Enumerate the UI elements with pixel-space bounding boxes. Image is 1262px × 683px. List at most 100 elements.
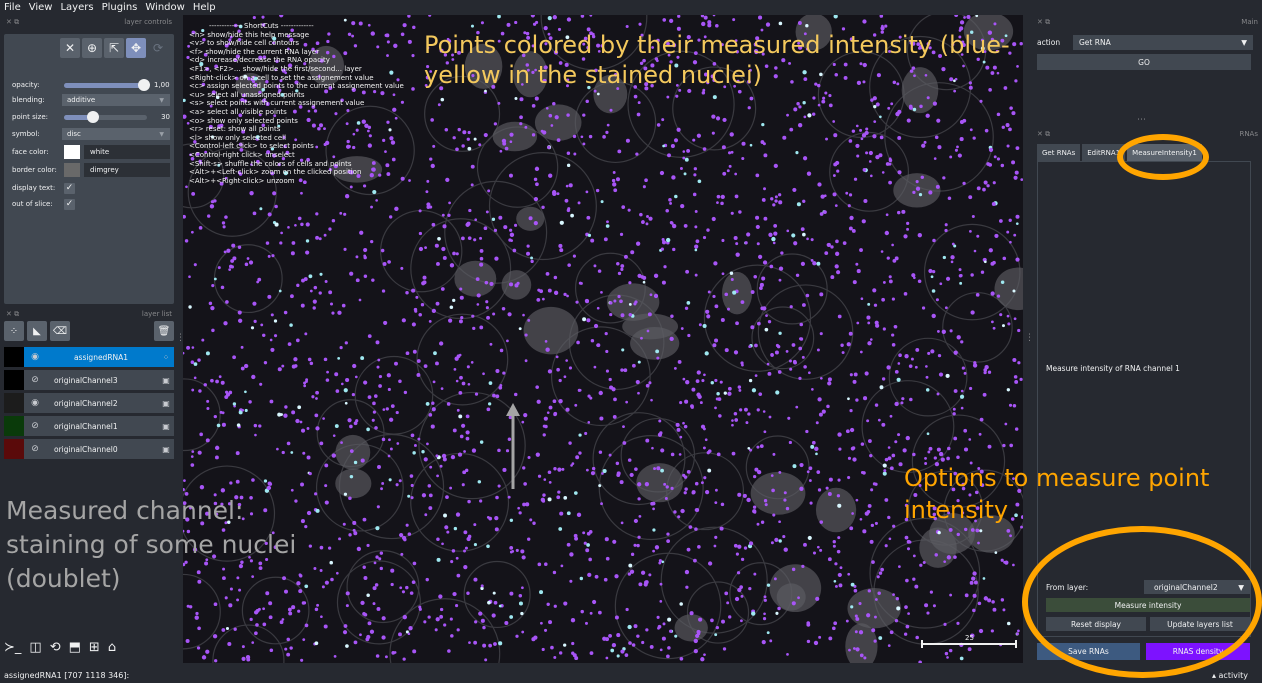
trash-icon[interactable]: 🗑 bbox=[154, 321, 174, 341]
rna-point bbox=[680, 327, 684, 330]
transpose-icon[interactable]: ⬒ bbox=[68, 640, 81, 655]
image-canvas[interactable]: ------------- ShortCuts ------------- <h… bbox=[183, 15, 1023, 663]
main-widget-title: Main bbox=[1241, 18, 1258, 26]
menu-layers[interactable]: Layers bbox=[60, 2, 94, 13]
opacity-slider-handle[interactable] bbox=[138, 78, 150, 91]
layer-row-assignedRNA1[interactable]: ◉ assignedRNA1 ⁘ bbox=[4, 347, 174, 367]
menu-file[interactable]: File bbox=[4, 2, 21, 13]
action-select[interactable]: Get RNA ▼ bbox=[1073, 35, 1253, 50]
ndisplay-icon[interactable]: ◫ bbox=[29, 640, 42, 655]
rna-point bbox=[703, 15, 708, 20]
rna-point bbox=[183, 98, 186, 103]
rna-point bbox=[753, 49, 759, 54]
rna-point bbox=[630, 250, 635, 255]
opacity-slider[interactable] bbox=[64, 78, 150, 91]
layer-row-originalChannel2[interactable]: ◉ originalChannel2 ▣ bbox=[4, 393, 174, 413]
roll-icon[interactable]: ⟲ bbox=[49, 640, 61, 655]
dock-controls-icon[interactable]: ✕ ⧉ bbox=[1037, 129, 1051, 138]
dock-controls-icon[interactable]: ✕ ⧉ bbox=[6, 309, 20, 318]
dock-resize-handle[interactable]: ⋮ bbox=[1025, 333, 1034, 343]
cell-contour bbox=[187, 147, 277, 237]
layer-row-originalChannel1[interactable]: ⊘ originalChannel1 ▣ bbox=[4, 416, 174, 436]
dock-controls-icon[interactable]: ✕ ⧉ bbox=[1037, 17, 1051, 26]
delete-points-icon[interactable]: ✕ bbox=[60, 38, 80, 58]
dock-resize-handle[interactable]: ⋮ bbox=[176, 333, 185, 343]
add-points-icon[interactable]: ⊕ bbox=[82, 38, 102, 58]
layer-row-originalChannel3[interactable]: ⊘ originalChannel3 ▣ bbox=[4, 370, 174, 390]
rna-point bbox=[522, 502, 526, 507]
border-color-swatch[interactable] bbox=[64, 163, 80, 177]
rna-point bbox=[535, 20, 539, 24]
rna-point bbox=[418, 312, 422, 317]
rna-point bbox=[386, 172, 391, 176]
menu-view[interactable]: View bbox=[28, 2, 53, 13]
new-labels-layer-icon[interactable]: ⌫ bbox=[50, 321, 70, 341]
layer-row-originalChannel0[interactable]: ⊘ originalChannel0 ▣ bbox=[4, 439, 174, 459]
menu-window[interactable]: Window bbox=[145, 2, 185, 13]
console-icon[interactable]: ≻_ bbox=[4, 640, 22, 655]
rna-point bbox=[239, 495, 244, 500]
rna-point bbox=[645, 628, 649, 632]
rna-point bbox=[276, 84, 281, 89]
rna-point bbox=[356, 174, 361, 179]
rna-point bbox=[272, 36, 277, 41]
eye-icon[interactable]: ◉ bbox=[31, 352, 39, 362]
new-shapes-layer-icon[interactable]: ◣ bbox=[27, 321, 47, 341]
cell-contour bbox=[424, 75, 501, 152]
eye-icon[interactable]: ◉ bbox=[31, 398, 39, 408]
new-points-layer-icon[interactable]: ⁘ bbox=[4, 321, 24, 341]
face-color-field[interactable]: white bbox=[84, 145, 170, 159]
point-size-slider[interactable] bbox=[63, 110, 148, 123]
rna-point bbox=[514, 20, 518, 25]
out-of-slice-checkbox[interactable]: ✓ bbox=[64, 198, 75, 210]
shortcuts-help: ------------- ShortCuts ------------- <h… bbox=[189, 22, 469, 185]
eye-closed-icon[interactable]: ⊘ bbox=[31, 421, 39, 431]
layer-thumbnail bbox=[4, 416, 24, 436]
rna-point bbox=[952, 407, 956, 411]
eye-closed-icon[interactable]: ⊘ bbox=[31, 444, 39, 454]
pan-zoom-icon[interactable]: ✥ bbox=[126, 38, 146, 58]
rna-point bbox=[289, 37, 294, 42]
point-size-slider-handle[interactable] bbox=[87, 110, 100, 123]
drag-handle-icon[interactable]: ⋯ bbox=[1137, 115, 1146, 125]
rna-point bbox=[930, 275, 934, 279]
rna-point bbox=[729, 271, 734, 276]
rna-point bbox=[776, 344, 781, 349]
rna-point bbox=[617, 294, 621, 299]
rna-point bbox=[440, 387, 444, 390]
home-icon[interactable]: ⌂ bbox=[107, 640, 117, 655]
rna-point bbox=[888, 180, 892, 185]
rna-point bbox=[926, 42, 931, 46]
blending-select[interactable]: additive ▼ bbox=[61, 94, 170, 106]
border-color-field[interactable]: dimgrey bbox=[84, 163, 170, 177]
rna-point bbox=[651, 46, 654, 49]
tab-edit-rna1[interactable]: EditRNA1 bbox=[1082, 144, 1126, 161]
rna-point bbox=[777, 606, 781, 611]
rna-point bbox=[238, 142, 243, 147]
rna-point bbox=[623, 254, 628, 259]
transform-icon[interactable]: ⟳ bbox=[148, 38, 168, 58]
eye-closed-icon[interactable]: ⊘ bbox=[31, 375, 39, 385]
grid-icon[interactable]: ⊞ bbox=[88, 640, 100, 655]
menu-plugins[interactable]: Plugins bbox=[101, 2, 138, 13]
rna-point bbox=[1005, 123, 1010, 128]
rna-point bbox=[959, 656, 964, 661]
rna-point bbox=[760, 306, 765, 311]
rna-point bbox=[274, 204, 278, 209]
select-points-icon[interactable]: ⇱ bbox=[104, 38, 124, 58]
rna-point bbox=[212, 634, 218, 639]
symbol-select[interactable]: disc ▼ bbox=[61, 128, 170, 140]
face-color-swatch[interactable] bbox=[64, 145, 80, 159]
rna-point bbox=[410, 496, 414, 500]
menu-help[interactable]: Help bbox=[192, 2, 216, 13]
rna-point bbox=[291, 364, 296, 369]
tab-get-rnas[interactable]: Get RNAs bbox=[1037, 144, 1081, 161]
layer-list: ◉ assignedRNA1 ⁘ ⊘ originalChannel3 ▣ ◉ … bbox=[4, 347, 174, 462]
go-button[interactable]: GO bbox=[1037, 54, 1251, 70]
rna-point bbox=[303, 384, 307, 388]
display-text-checkbox[interactable]: ✓ bbox=[64, 182, 75, 194]
rna-point bbox=[969, 386, 973, 391]
activity-toggle[interactable]: ▴ activity bbox=[1211, 670, 1248, 680]
dock-controls-icon[interactable]: ✕ ⧉ bbox=[6, 17, 20, 26]
rna-point bbox=[764, 64, 769, 68]
